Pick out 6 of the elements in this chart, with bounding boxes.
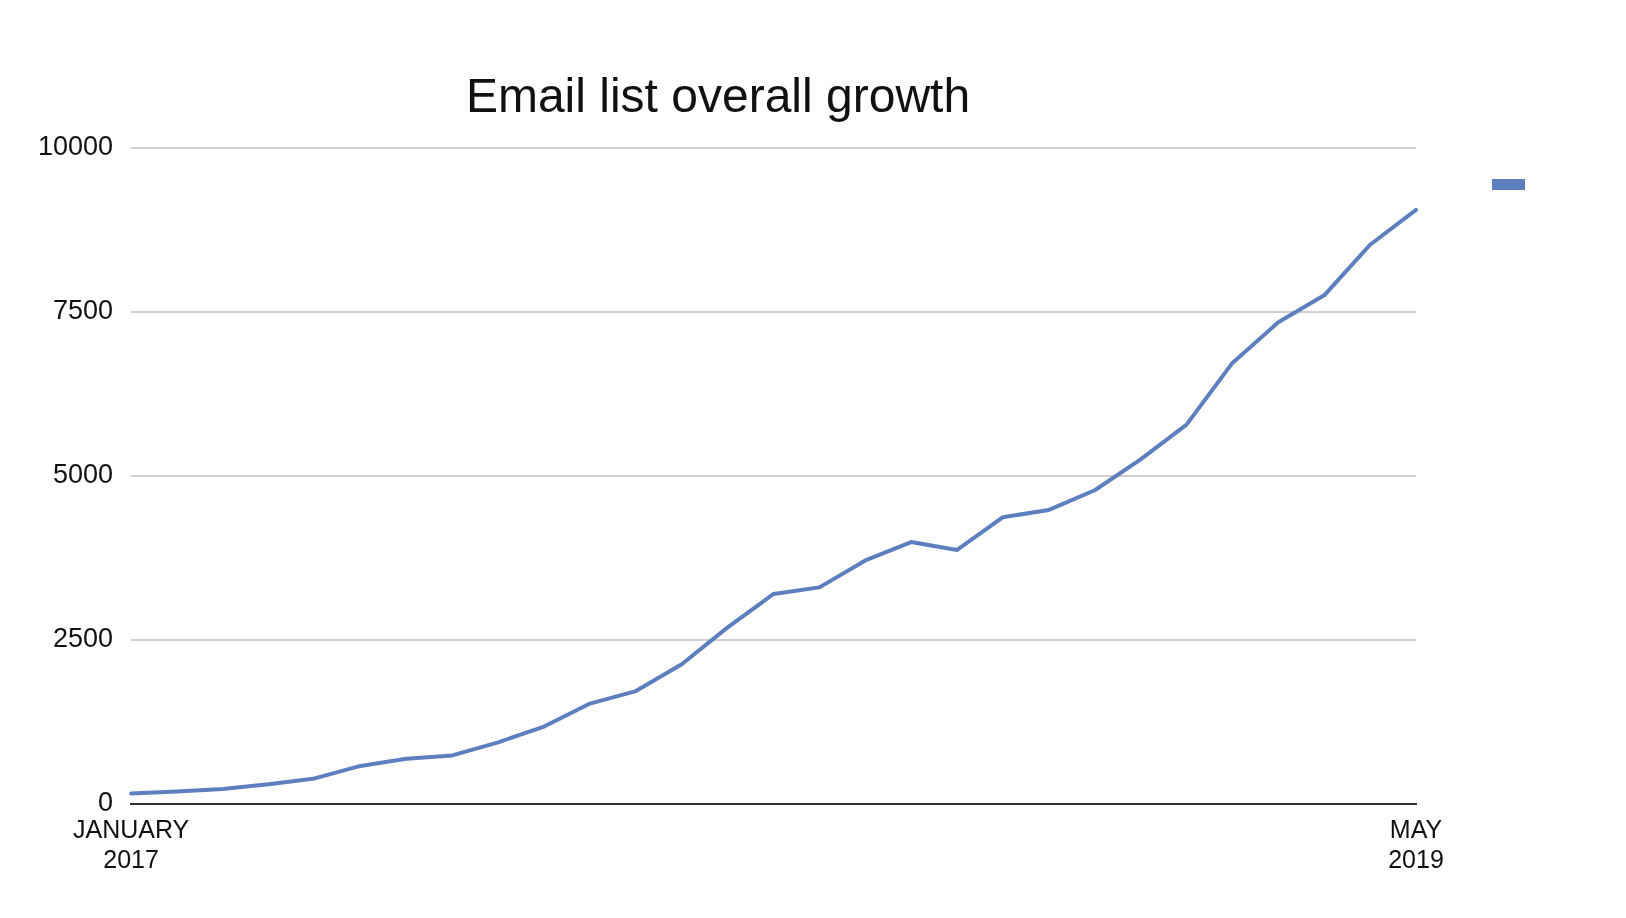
y-tick-label: 5000 [53, 459, 114, 490]
y-tick-label: 10000 [37, 131, 114, 162]
y-tick-label: 7500 [53, 295, 114, 326]
chart-title: Email list overall growth [465, 69, 971, 123]
x-tick-label: MAY 2019 [1388, 814, 1444, 873]
y-tick-label: 2500 [53, 623, 114, 654]
